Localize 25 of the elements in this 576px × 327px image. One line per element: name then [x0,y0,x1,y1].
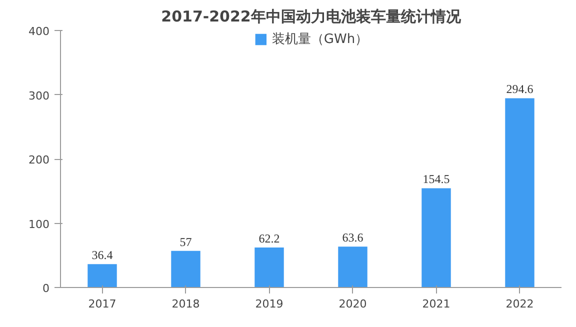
bar [338,246,368,288]
bar [88,264,117,288]
data-label: 62.2 [258,232,280,246]
x-tick-label: 2019 [255,298,284,310]
data-label: 294.6 [506,82,534,96]
y-tick-label: 200 [28,154,50,166]
bar [171,250,200,288]
x-tick-label: 2020 [338,298,367,310]
data-label: 36.4 [92,248,113,262]
legend-label: 装机量（GWh） [272,31,368,48]
bar [505,98,534,288]
y-tick-label: 300 [28,89,50,102]
bar [422,188,451,288]
bar [254,248,284,288]
chart-title: 2017-2022年中国动力电池装车量统计情况 [161,8,462,26]
data-label: 57 [180,234,192,249]
data-label: 63.6 [342,230,364,245]
y-tick-label: 0 [42,282,50,295]
x-tick-label: 2021 [422,298,450,310]
y-tick-label: 100 [28,218,50,231]
y-tick-label: 400 [28,25,50,38]
data-label: 154.5 [422,172,450,186]
x-tick-label: 2018 [172,298,200,310]
x-tick-label: 2017 [88,298,116,310]
x-tick-label: 2022 [506,298,534,310]
